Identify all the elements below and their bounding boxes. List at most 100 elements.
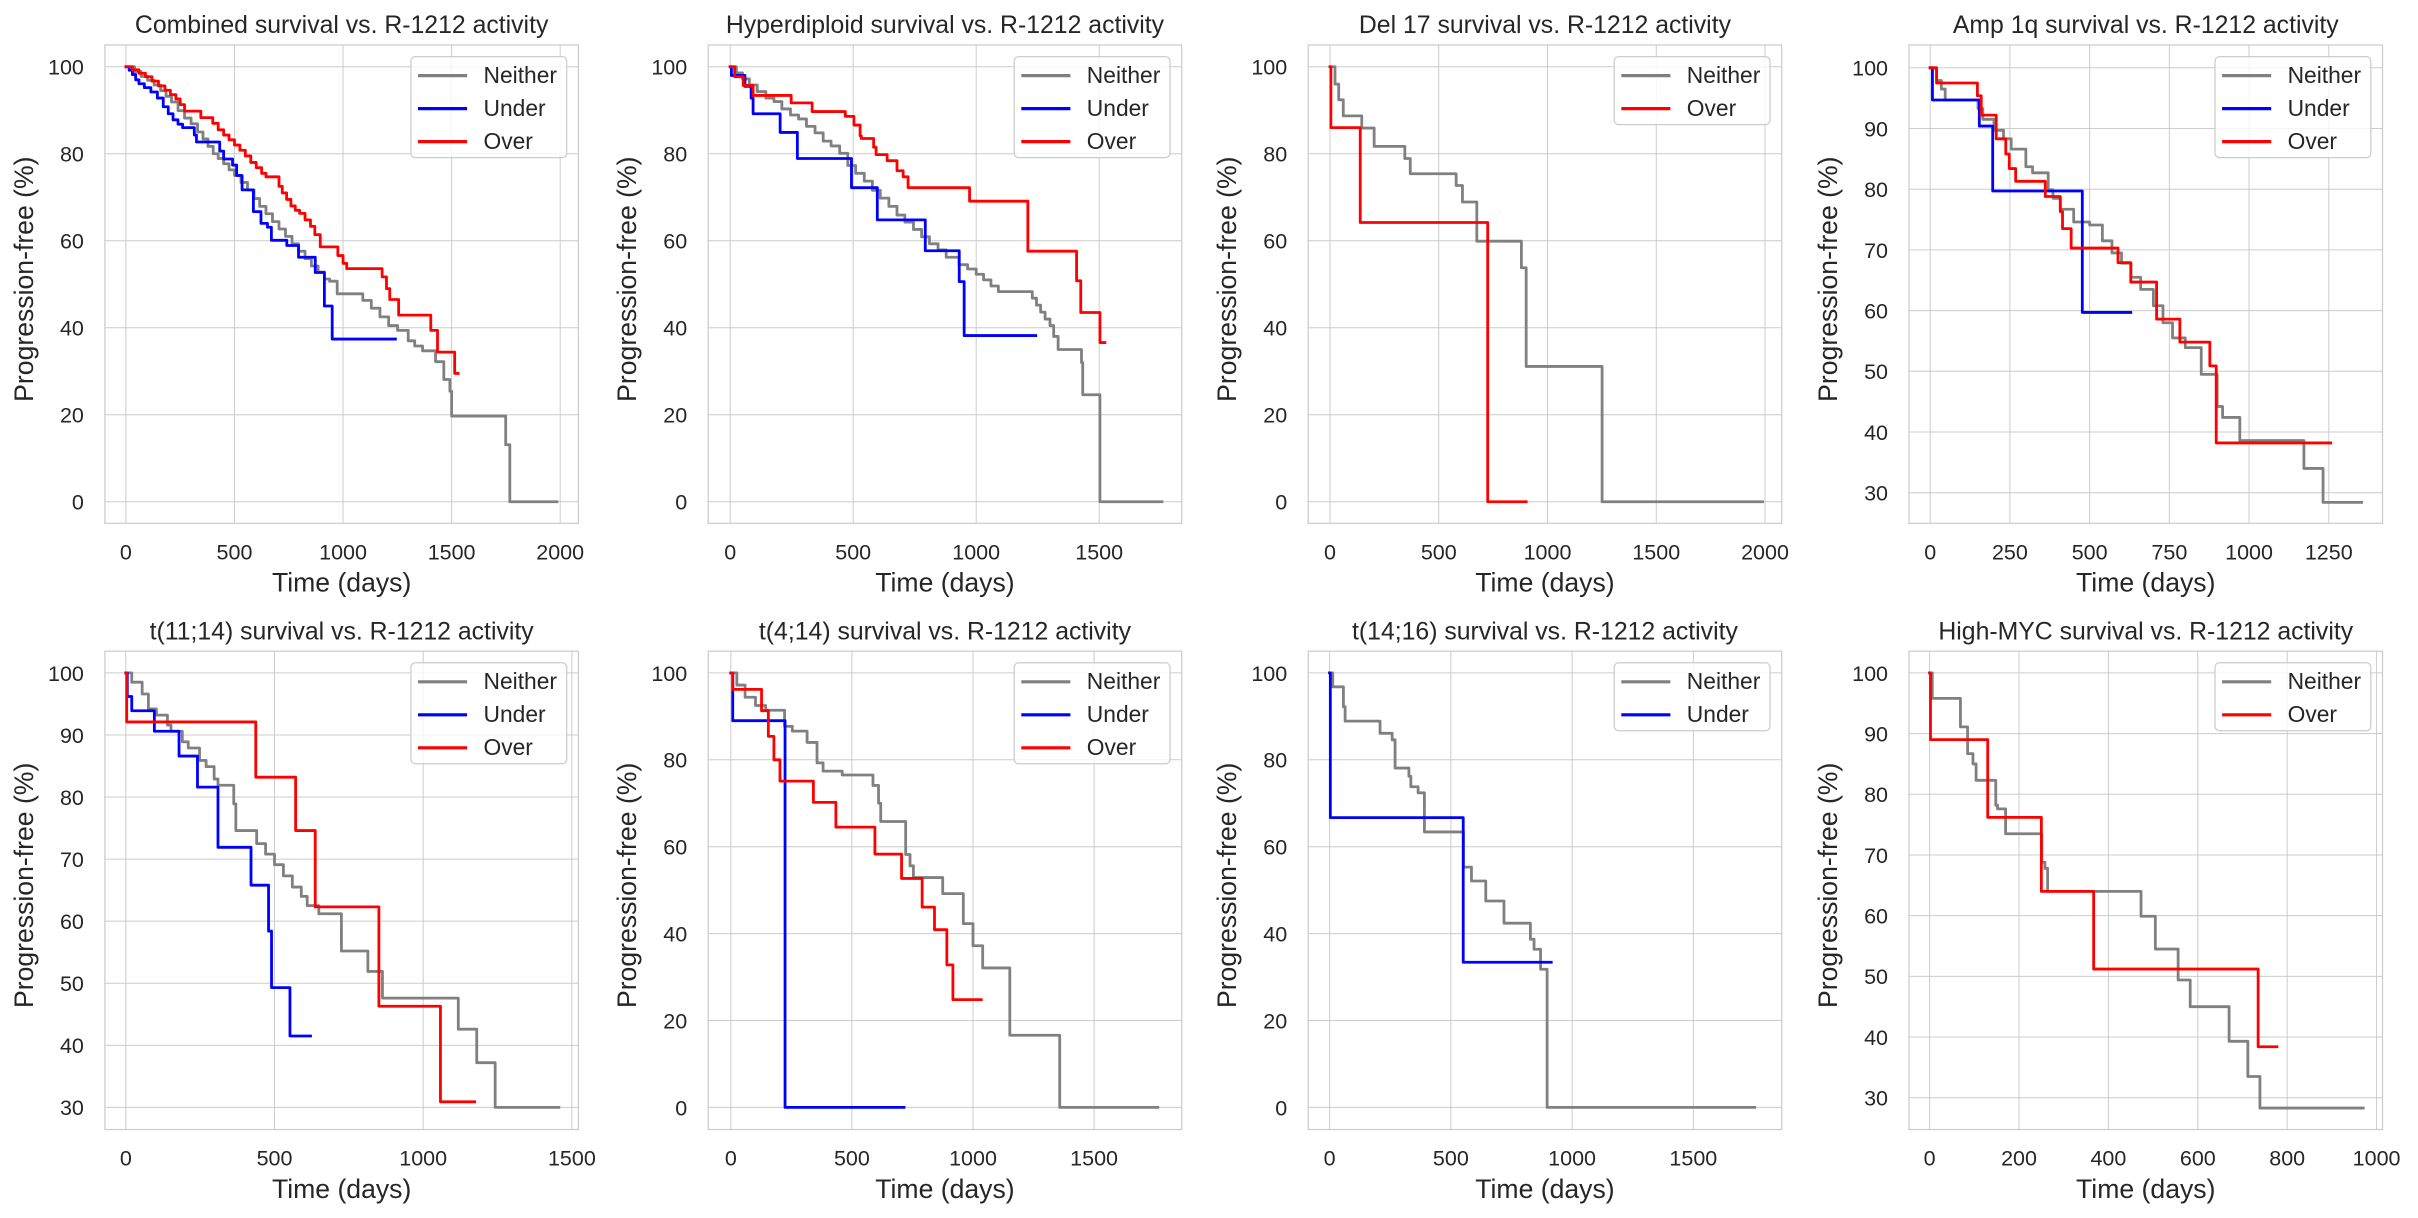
svg-text:t(4;14) survival vs. R-1212 ac: t(4;14) survival vs. R-1212 activity bbox=[759, 618, 1132, 645]
svg-text:800: 800 bbox=[2269, 1147, 2305, 1171]
svg-text:500: 500 bbox=[217, 540, 253, 564]
svg-text:Under: Under bbox=[1087, 95, 1149, 121]
svg-text:500: 500 bbox=[1433, 1147, 1469, 1171]
svg-text:30: 30 bbox=[1864, 482, 1888, 506]
svg-text:50: 50 bbox=[60, 972, 84, 996]
svg-text:500: 500 bbox=[1421, 540, 1457, 564]
svg-text:Time (days): Time (days) bbox=[1475, 1174, 1614, 1204]
svg-text:80: 80 bbox=[663, 143, 687, 167]
svg-text:0: 0 bbox=[724, 540, 736, 564]
svg-text:70: 70 bbox=[60, 848, 84, 872]
svg-text:0: 0 bbox=[1324, 540, 1336, 564]
svg-text:40: 40 bbox=[60, 1034, 84, 1058]
svg-text:500: 500 bbox=[257, 1147, 293, 1171]
svg-text:100: 100 bbox=[1251, 56, 1287, 80]
svg-text:Progression-free (%): Progression-free (%) bbox=[1212, 763, 1242, 1008]
svg-text:Time (days): Time (days) bbox=[1475, 568, 1614, 598]
svg-text:1000: 1000 bbox=[949, 1147, 997, 1171]
svg-text:80: 80 bbox=[1263, 143, 1287, 167]
svg-text:500: 500 bbox=[835, 540, 871, 564]
svg-text:1500: 1500 bbox=[1075, 540, 1123, 564]
svg-text:60: 60 bbox=[60, 230, 84, 254]
svg-text:40: 40 bbox=[60, 317, 84, 341]
svg-text:80: 80 bbox=[663, 749, 687, 773]
svg-text:1500: 1500 bbox=[1632, 540, 1680, 564]
svg-text:t(14;16) survival vs. R-1212 a: t(14;16) survival vs. R-1212 activity bbox=[1352, 618, 1738, 645]
svg-text:1000: 1000 bbox=[2353, 1147, 2401, 1171]
svg-text:500: 500 bbox=[2072, 540, 2108, 564]
svg-text:Neither: Neither bbox=[2288, 668, 2362, 694]
svg-text:0: 0 bbox=[1275, 1096, 1287, 1120]
svg-text:Time (days): Time (days) bbox=[875, 1174, 1014, 1204]
svg-text:Time (days): Time (days) bbox=[2076, 568, 2215, 598]
svg-text:Over: Over bbox=[2288, 128, 2338, 154]
svg-text:Del 17 survival vs. R-1212 act: Del 17 survival vs. R-1212 activity bbox=[1359, 12, 1732, 39]
svg-text:100: 100 bbox=[1251, 662, 1287, 686]
svg-text:2000: 2000 bbox=[536, 540, 584, 564]
svg-text:100: 100 bbox=[651, 662, 687, 686]
svg-text:60: 60 bbox=[60, 910, 84, 934]
svg-text:60: 60 bbox=[1263, 836, 1287, 860]
svg-text:100: 100 bbox=[1852, 662, 1888, 686]
svg-text:0: 0 bbox=[675, 491, 687, 515]
svg-text:1000: 1000 bbox=[1548, 1147, 1596, 1171]
svg-text:70: 70 bbox=[1864, 844, 1888, 868]
svg-text:Under: Under bbox=[1687, 701, 1749, 727]
svg-text:1000: 1000 bbox=[952, 540, 1000, 564]
svg-text:200: 200 bbox=[2001, 1147, 2037, 1171]
svg-text:Progression-free (%): Progression-free (%) bbox=[612, 763, 642, 1008]
svg-text:1000: 1000 bbox=[1524, 540, 1572, 564]
svg-text:80: 80 bbox=[60, 786, 84, 810]
svg-text:Time (days): Time (days) bbox=[272, 568, 411, 598]
svg-text:100: 100 bbox=[651, 56, 687, 80]
svg-text:Progression-free (%): Progression-free (%) bbox=[1212, 156, 1242, 401]
svg-text:Under: Under bbox=[484, 701, 546, 727]
svg-text:60: 60 bbox=[1864, 905, 1888, 929]
svg-text:40: 40 bbox=[1263, 922, 1287, 946]
svg-text:Under: Under bbox=[484, 95, 546, 121]
svg-text:Progression-free (%): Progression-free (%) bbox=[612, 156, 642, 401]
svg-text:1000: 1000 bbox=[399, 1147, 447, 1171]
svg-text:t(11;14) survival vs. R-1212 a: t(11;14) survival vs. R-1212 activity bbox=[150, 618, 535, 645]
svg-text:Time (days): Time (days) bbox=[875, 568, 1014, 598]
svg-text:60: 60 bbox=[1263, 230, 1287, 254]
svg-text:0: 0 bbox=[120, 1147, 132, 1171]
svg-text:0: 0 bbox=[725, 1147, 737, 1171]
svg-text:Combined survival vs. R-1212 a: Combined survival vs. R-1212 activity bbox=[135, 12, 549, 39]
svg-text:0: 0 bbox=[72, 491, 84, 515]
svg-text:250: 250 bbox=[1992, 540, 2028, 564]
svg-text:60: 60 bbox=[1864, 299, 1888, 323]
svg-text:Neither: Neither bbox=[1087, 668, 1161, 694]
svg-text:Time (days): Time (days) bbox=[2076, 1174, 2215, 1204]
svg-text:400: 400 bbox=[2090, 1147, 2126, 1171]
svg-text:1000: 1000 bbox=[319, 540, 367, 564]
svg-text:Over: Over bbox=[484, 734, 534, 760]
svg-text:Neither: Neither bbox=[2288, 62, 2362, 88]
svg-text:100: 100 bbox=[1852, 57, 1888, 81]
svg-text:80: 80 bbox=[60, 143, 84, 167]
svg-text:0: 0 bbox=[1324, 1147, 1336, 1171]
svg-text:Progression-free (%): Progression-free (%) bbox=[1813, 156, 1843, 401]
svg-text:Neither: Neither bbox=[484, 62, 558, 88]
svg-text:40: 40 bbox=[1864, 1026, 1888, 1050]
svg-text:40: 40 bbox=[663, 317, 687, 341]
svg-text:80: 80 bbox=[1864, 783, 1888, 807]
svg-text:Hyperdiploid survival vs. R-12: Hyperdiploid survival vs. R-1212 activit… bbox=[726, 12, 1165, 39]
svg-text:20: 20 bbox=[663, 1009, 687, 1033]
svg-text:50: 50 bbox=[1864, 965, 1888, 989]
svg-text:1500: 1500 bbox=[1669, 1147, 1717, 1171]
svg-text:Progression-free (%): Progression-free (%) bbox=[9, 763, 39, 1008]
svg-text:Under: Under bbox=[2288, 95, 2350, 121]
svg-text:Over: Over bbox=[1087, 128, 1137, 154]
svg-text:80: 80 bbox=[1864, 178, 1888, 202]
svg-text:Over: Over bbox=[1687, 95, 1737, 121]
svg-text:Over: Over bbox=[2288, 701, 2338, 727]
svg-text:70: 70 bbox=[1864, 239, 1888, 263]
svg-text:100: 100 bbox=[48, 56, 84, 80]
svg-text:20: 20 bbox=[60, 404, 84, 428]
svg-text:30: 30 bbox=[60, 1096, 84, 1120]
svg-text:100: 100 bbox=[48, 662, 84, 686]
svg-text:40: 40 bbox=[1864, 421, 1888, 445]
svg-text:Neither: Neither bbox=[484, 668, 558, 694]
svg-text:40: 40 bbox=[663, 922, 687, 946]
